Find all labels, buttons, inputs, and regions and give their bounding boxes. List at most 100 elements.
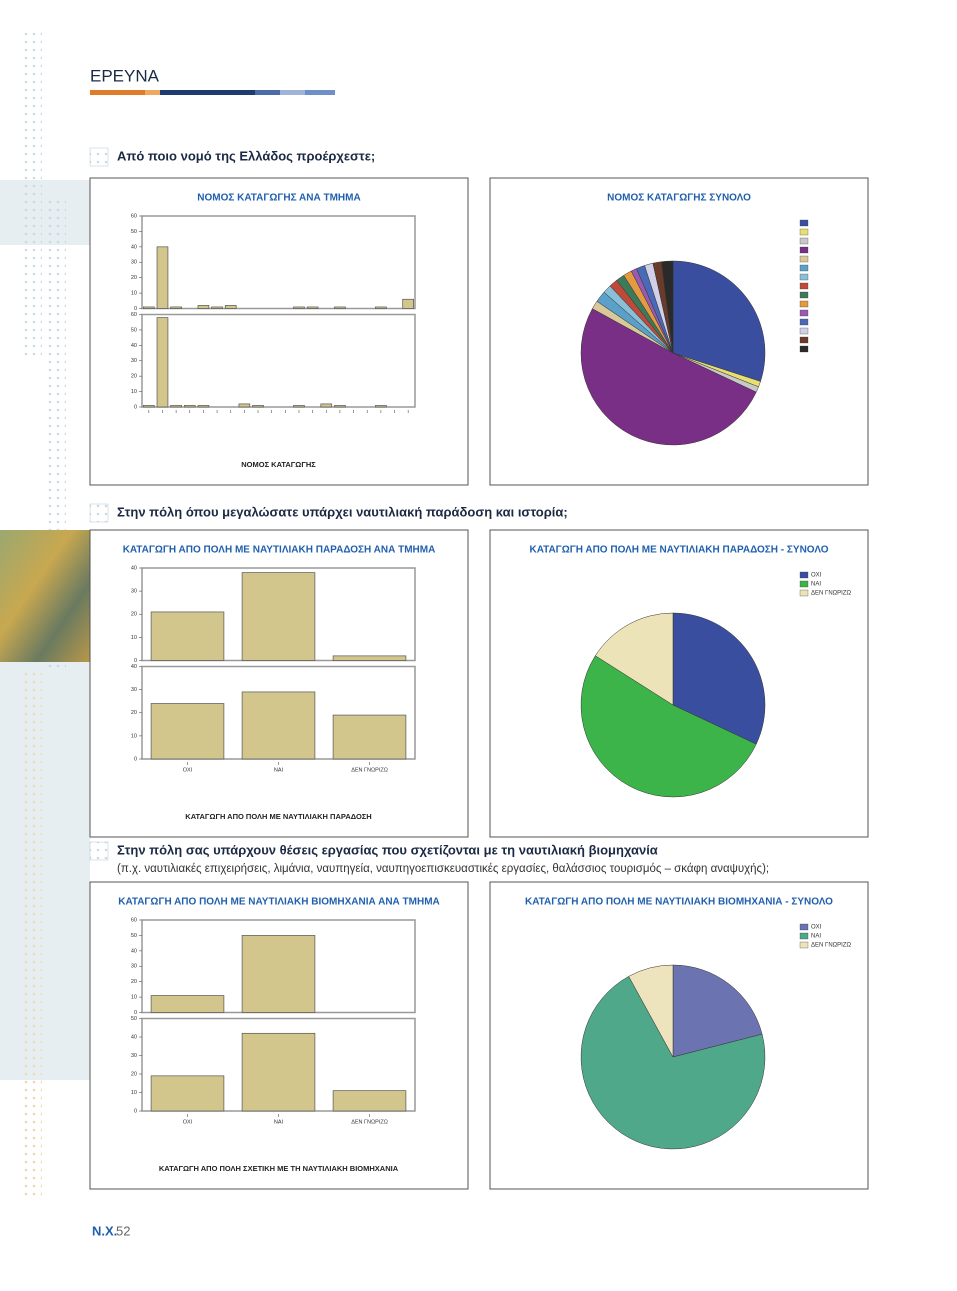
bar xyxy=(293,306,305,309)
bar xyxy=(156,246,169,309)
pie-slice xyxy=(628,964,674,1058)
question-note: (π.χ. ναυτιλιακές επιχειρήσεις, λιμάνια,… xyxy=(117,863,769,875)
y-tick-label: 40 xyxy=(131,343,137,349)
chart-title: ΝΟΜΟΣ ΚΑΤΑΓΩΓΗΣ ΑΝΑ ΤΜΗΜΑ xyxy=(197,193,360,204)
chart-title: ΚΑΤΑΓΩΓΗ ΑΠΟ ΠΟΛΗ ΜΕ ΝΑΥΤΙΛΙΑΚΗ ΠΑΡΑΔΟΣΗ… xyxy=(529,545,828,556)
y-tick-label: 60 xyxy=(131,917,137,923)
legend-swatch xyxy=(799,219,809,227)
legend-label: ΝΑΙ xyxy=(811,582,821,588)
legend-label: ΝΑΙ xyxy=(811,934,821,940)
bar xyxy=(293,405,305,408)
pie-slice xyxy=(672,964,763,1058)
bar xyxy=(334,306,346,309)
bar xyxy=(241,572,316,661)
bar xyxy=(170,405,182,408)
y-tick-label: 20 xyxy=(131,710,137,716)
y-tick-label: 40 xyxy=(131,948,137,954)
legend-swatch xyxy=(799,282,809,290)
chart-title: ΚΑΤΑΓΩΓΗ ΑΠΟ ΠΟΛΗ ΜΕ ΝΑΥΤΙΛΙΑΚΗ ΒΙΟΜΗΧΑΝ… xyxy=(525,897,833,908)
y-tick-label: 40 xyxy=(131,565,137,571)
bar xyxy=(150,1075,225,1112)
y-tick-label: 50 xyxy=(131,327,137,333)
section-header: ΕΡΕΥΝΑ xyxy=(90,66,160,85)
legend-swatch xyxy=(799,264,809,272)
legend-swatch xyxy=(799,318,809,326)
y-tick-label: 40 xyxy=(131,244,137,250)
legend-swatch xyxy=(799,300,809,308)
y-tick-label: 60 xyxy=(131,213,137,219)
y-tick-label: 10 xyxy=(131,1090,137,1096)
y-tick-label: 20 xyxy=(131,979,137,985)
y-tick-label: 0 xyxy=(134,756,137,762)
bar xyxy=(375,405,387,408)
y-tick-label: 0 xyxy=(134,1108,137,1114)
y-tick-label: 50 xyxy=(131,229,137,235)
bar xyxy=(197,405,210,408)
bar xyxy=(334,405,346,408)
legend-swatch xyxy=(799,291,809,299)
y-tick-label: 10 xyxy=(131,733,137,739)
legend-swatch xyxy=(799,336,809,344)
bar xyxy=(197,305,210,309)
legend-label: ΟΧΙ xyxy=(811,925,822,931)
x-tick-label: ΔΕΝ ΓΝΩΡΙΖΩ xyxy=(351,1119,388,1125)
legend-swatch xyxy=(799,932,809,940)
legend-swatch xyxy=(799,345,809,353)
chart-title: ΚΑΤΑΓΩΓΗ ΑΠΟ ΠΟΛΗ ΜΕ ΝΑΥΤΙΛΙΑΚΗ ΠΑΡΑΔΟΣΗ… xyxy=(123,545,436,556)
y-tick-label: 20 xyxy=(131,612,137,618)
y-tick-label: 40 xyxy=(131,664,137,670)
bar xyxy=(320,403,333,408)
y-tick-label: 50 xyxy=(131,1016,137,1022)
x-axis-label: ΚΑΤΑΓΩΓΗ ΑΠΟ ΠΟΛΗ ΣΧΕΤΙΚΗ ΜΕ ΤΗ ΝΑΥΤΙΛΙΑ… xyxy=(159,1164,399,1173)
y-tick-label: 0 xyxy=(134,306,137,312)
y-tick-label: 20 xyxy=(131,275,137,281)
x-tick-label: ΝΑΙ xyxy=(274,767,284,773)
y-tick-label: 10 xyxy=(131,995,137,1001)
bar xyxy=(238,403,251,408)
header-rule xyxy=(90,90,335,95)
y-tick-label: 0 xyxy=(134,404,137,410)
bar xyxy=(170,306,182,309)
rope-photo xyxy=(0,530,90,662)
y-tick-label: 0 xyxy=(134,658,137,664)
legend-swatch xyxy=(799,589,809,597)
legend-label: ΔΕΝ ΓΝΩΡΙΖΩ xyxy=(811,591,851,597)
x-tick-label: ΟΧΙ xyxy=(183,1119,193,1125)
bar xyxy=(211,306,223,309)
bar xyxy=(241,935,316,1013)
panel-frame xyxy=(141,215,416,310)
chart-title: ΚΑΤΑΓΩΓΗ ΑΠΟ ΠΟΛΗ ΜΕ ΝΑΥΤΙΛΙΑΚΗ ΒΙΟΜΗΧΑΝ… xyxy=(118,897,440,908)
chart-title: ΝΟΜΟΣ ΚΑΤΑΓΩΓΗΣ ΣΥΝΟΛΟ xyxy=(607,193,751,204)
bar xyxy=(156,317,169,408)
legend-swatch xyxy=(799,237,809,245)
bar xyxy=(150,703,225,760)
y-tick-label: 30 xyxy=(131,358,137,364)
x-axis-label: ΝΟΜΟΣ ΚΑΤΑΓΩΓΗΣ xyxy=(241,460,316,469)
legend-label: ΟΧΙ xyxy=(811,573,822,579)
bar xyxy=(143,405,155,408)
side-band xyxy=(0,660,90,1080)
question: Στην πόλη σας υπάρχουν θέσεις εργασίας π… xyxy=(117,842,658,857)
bar xyxy=(150,995,225,1013)
question: Στην πόλη όπου μεγαλώσατε υπάρχει ναυτιλ… xyxy=(117,504,568,519)
y-tick-label: 10 xyxy=(131,291,137,297)
pie-slice xyxy=(661,260,674,354)
y-tick-label: 30 xyxy=(131,687,137,693)
bullet-icon xyxy=(89,503,109,523)
legend-swatch xyxy=(799,941,809,949)
bar xyxy=(241,1032,316,1112)
bar xyxy=(183,405,196,408)
legend-swatch xyxy=(799,255,809,263)
legend-swatch xyxy=(799,309,809,317)
legend-swatch xyxy=(799,923,809,931)
pie-slice xyxy=(580,655,757,798)
y-tick-label: 30 xyxy=(131,1053,137,1059)
x-tick-label: ΟΧΙ xyxy=(183,767,193,773)
x-tick-label: ΔΕΝ ΓΝΩΡΙΖΩ xyxy=(351,767,388,773)
legend-swatch xyxy=(799,327,809,335)
bar xyxy=(332,655,407,661)
question: Από ποιο νομό της Ελλάδος προέρχεστε; xyxy=(117,148,375,163)
y-tick-label: 30 xyxy=(131,964,137,970)
y-tick-label: 10 xyxy=(131,635,137,641)
